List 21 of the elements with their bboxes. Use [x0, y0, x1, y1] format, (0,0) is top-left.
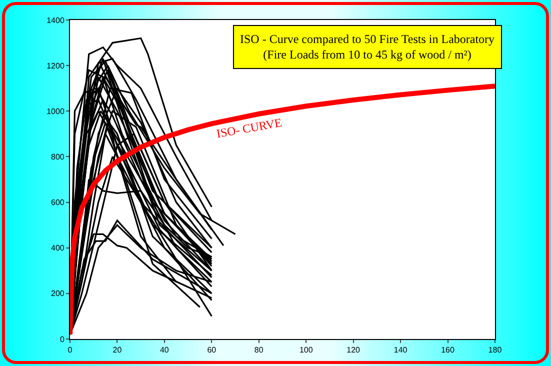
- y-tick-label: 1000: [46, 106, 65, 116]
- y-tick-label: 1400: [46, 16, 65, 25]
- x-tick-label: 160: [441, 346, 455, 355]
- x-tick-label: 0: [68, 346, 73, 355]
- x-tick-label: 180: [488, 346, 502, 355]
- text: ISO - Curve compared to 50 Fire Tests in Laboratory: [240, 32, 495, 46]
- x-tick-label: 120: [346, 346, 361, 355]
- x-tick-label: 20: [112, 346, 122, 355]
- y-tick-label: 600: [51, 198, 65, 208]
- y-tick-label: 200: [51, 289, 65, 298]
- text: (Fire Loads from 10 to 45 kg of wood / m²): [263, 48, 472, 62]
- y-tick-label: 800: [51, 152, 65, 162]
- y-tick-label: 0: [60, 334, 65, 344]
- x-tick-label: 80: [254, 346, 264, 355]
- y-tick-label: 400: [51, 244, 65, 253]
- x-tick-label: 140: [394, 346, 408, 355]
- text: ISO- CURVE: [215, 115, 283, 141]
- y-tick-label: 1200: [46, 61, 65, 70]
- x-tick-label: 60: [207, 346, 217, 355]
- x-tick-label: 40: [160, 346, 170, 355]
- x-tick-label: 100: [299, 346, 314, 355]
